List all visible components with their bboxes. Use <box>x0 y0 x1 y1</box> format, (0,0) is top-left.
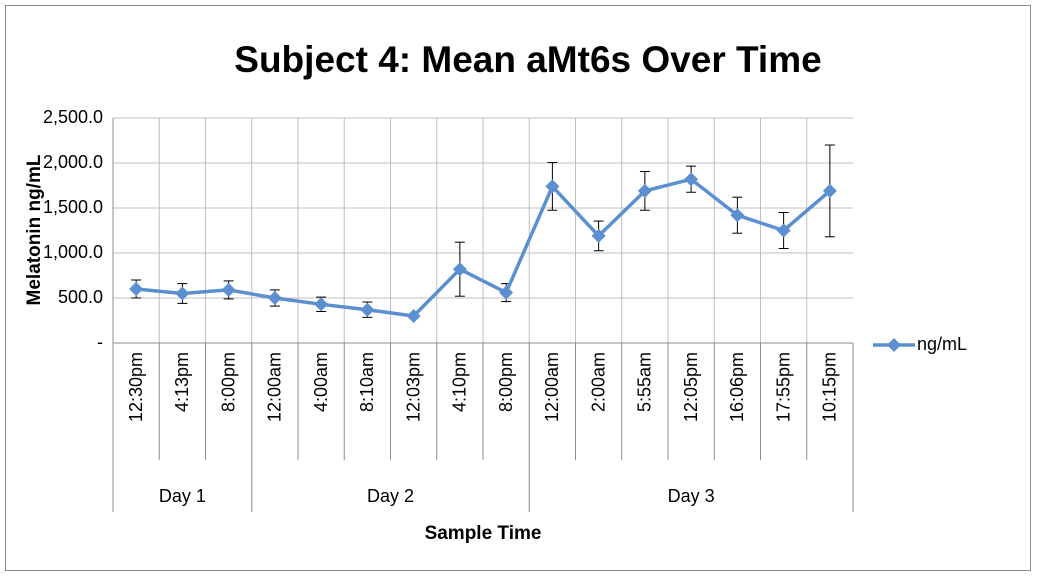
marker <box>267 291 282 305</box>
marker <box>129 282 144 296</box>
legend-label: ng/mL <box>917 334 967 354</box>
marker <box>406 309 421 323</box>
x-tick-label: 2:00am <box>588 352 608 412</box>
marker <box>822 183 837 198</box>
x-tick-label: 10:15pm <box>820 352 840 422</box>
y-tick-label: 2,500.0 <box>43 107 103 127</box>
legend-marker <box>887 338 901 352</box>
marker <box>545 179 560 194</box>
x-tick-label: 8:10am <box>357 352 377 412</box>
series-line <box>135 177 832 318</box>
marker <box>591 228 606 243</box>
x-tick-label: 12:30pm <box>126 352 146 422</box>
y-tick-label: 2,000.0 <box>43 152 103 172</box>
y-tick-label: - <box>97 332 103 352</box>
marker <box>314 297 329 312</box>
y-tick-label: 1,500.0 <box>43 197 103 217</box>
marker <box>452 262 467 277</box>
x-tick-label: 4:10pm <box>450 352 470 412</box>
y-axis-title: Melatonin ng/mL <box>24 154 45 305</box>
marker <box>221 282 236 297</box>
x-tick-label: 17:55pm <box>773 352 793 422</box>
x-tick-label: 12:05pm <box>681 352 701 422</box>
y-tick-label: 500.0 <box>58 287 103 307</box>
chart-title: Subject 4: Mean aMt6s Over Time <box>234 39 821 80</box>
chart-border <box>5 5 1031 571</box>
marker <box>730 208 745 223</box>
marker <box>499 285 514 300</box>
x-axis-title: Sample Time <box>425 523 542 544</box>
x-tick-label: 8:00pm <box>496 352 516 412</box>
marker <box>776 223 791 238</box>
marker <box>637 183 652 198</box>
x-tick-label: 12:00am <box>265 352 285 422</box>
marker <box>175 286 190 301</box>
x-tick-label: 4:00am <box>311 352 331 412</box>
group-label: Day 3 <box>668 486 715 506</box>
group-label: Day 2 <box>367 486 414 506</box>
x-tick-label: 5:55am <box>635 352 655 412</box>
x-tick-label: 16:06pm <box>727 352 747 422</box>
x-tick-label: 4:13pm <box>172 352 192 412</box>
marker <box>684 172 699 187</box>
x-tick-label: 12:00am <box>542 352 562 422</box>
y-tick-label: 1,000.0 <box>43 242 103 262</box>
x-tick-label: 8:00pm <box>218 352 238 412</box>
x-tick-label: 12:03pm <box>403 352 423 422</box>
group-label: Day 1 <box>159 486 206 506</box>
marker <box>360 302 375 317</box>
